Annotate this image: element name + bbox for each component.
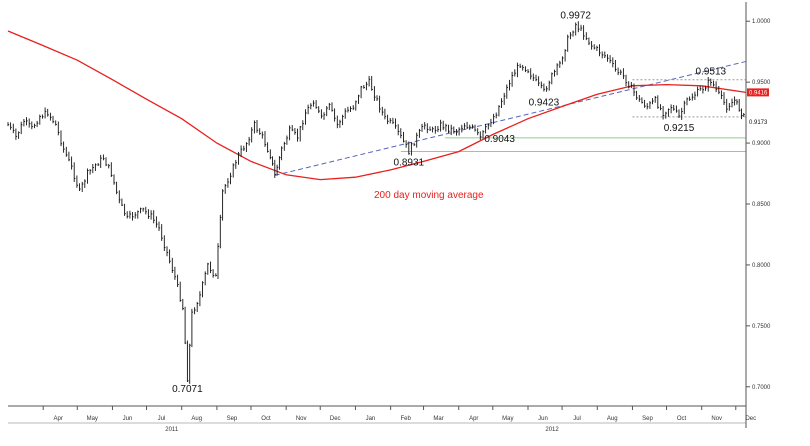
annotation-label: 0.7071 [172, 384, 203, 395]
x-tick-label: Jul [158, 416, 166, 422]
x-tick-label: Aug [191, 416, 202, 422]
x-tick-label: Aug [607, 416, 618, 422]
annotations: 0.7071 0.8931 0.9043 0.9423 0.9972 0.9215 0.95… [172, 11, 769, 395]
x-tick-label: Oct [677, 416, 687, 422]
x-tick-label: Jun [123, 416, 133, 422]
y-tick-label: 0.8500 [752, 202, 771, 208]
y-tick-label: 0.7000 [752, 385, 771, 391]
horizontal-levels [400, 137, 746, 152]
x-tick-label: Dec [330, 416, 341, 422]
x-tick-label: Jan [366, 416, 376, 422]
axes: 1.00000.95000.90000.85000.80000.75000.70… [8, 2, 771, 433]
x-tick-label: Mar [433, 416, 443, 422]
price-bars [7, 21, 745, 384]
trendlines [274, 60, 747, 176]
x-tick-label: May [87, 416, 98, 422]
annotation-label: 0.9972 [560, 11, 591, 22]
x-tick-label: Apr [469, 416, 478, 422]
x-year-label: 2012 [545, 427, 559, 433]
x-tick-label: Nov [711, 416, 722, 422]
last-value-badge [747, 117, 769, 126]
last-value-label: 0.9173 [749, 120, 768, 126]
ma-label: 200 day moving average [374, 190, 484, 201]
last-value-badge [747, 88, 769, 97]
annotation-label: 0.8931 [393, 157, 424, 168]
annotation-label: 0.9215 [664, 123, 695, 134]
x-tick-label: Apr [54, 416, 63, 422]
x-tick-label: Jun [538, 416, 548, 422]
moving-average [7, 30, 747, 181]
x-tick-label: Sep [227, 416, 238, 422]
y-tick-label: 1.0000 [752, 19, 771, 25]
x-tick-label: Oct [261, 416, 271, 422]
ma-series-line [7, 30, 747, 181]
y-tick-label: 0.9000 [752, 141, 771, 147]
last-value-label: 0.9416 [749, 90, 768, 96]
x-year-label: 2011 [165, 427, 179, 433]
annotation-label: 0.9513 [696, 67, 727, 78]
x-tick-label: Dec [745, 416, 756, 422]
y-tick-label: 0.7500 [752, 324, 771, 330]
x-tick-label: Jul [573, 416, 581, 422]
annotation-label: 0.9423 [529, 98, 560, 109]
y-tick-label: 0.8000 [752, 263, 771, 269]
annotation-label: 0.9043 [484, 134, 515, 145]
x-tick-label: Feb [400, 416, 411, 422]
x-tick-label: Sep [642, 416, 653, 422]
support-trendline [274, 60, 747, 176]
y-tick-label: 0.9500 [752, 80, 771, 86]
x-tick-label: Nov [296, 416, 307, 422]
x-tick-label: May [502, 416, 513, 422]
